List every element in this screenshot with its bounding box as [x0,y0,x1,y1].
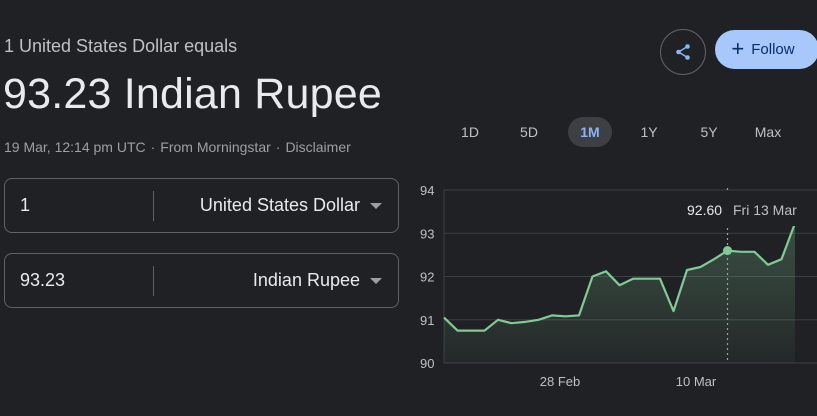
y-tick-label: 93 [420,226,434,241]
source-link[interactable]: From Morningstar [160,139,271,155]
chart-area-fill [444,223,795,363]
to-amount-input[interactable]: 93.23 [20,270,66,290]
equals-text: 1 United States Dollar equals [4,36,238,56]
share-icon [676,44,690,60]
tab-1y[interactable]: 1Y [640,124,658,140]
tooltip-date: Fri 13 Mar [733,202,797,218]
follow-button[interactable]: + Follow [715,30,817,69]
to-currency-select[interactable]: Indian Rupee [252,270,360,290]
range-tabs: 1D 5D 1M 1Y 5Y Max [440,117,817,147]
y-tick-label: 91 [420,313,434,328]
tab-max[interactable]: Max [754,124,782,140]
share-button[interactable] [660,29,706,75]
disclaimer-link[interactable]: Disclaimer [285,139,351,155]
y-tick-label: 94 [420,183,434,198]
tab-5d[interactable]: 5D [520,124,538,140]
converted-value: 93.23 Indian Rupee [3,70,382,118]
x-tick-label: 28 Feb [540,374,580,389]
tooltip-box [678,192,808,226]
from-amount-input[interactable]: 1 [20,195,31,215]
to-currency-row: 93.23 Indian Rupee [4,253,399,308]
chevron-down-icon[interactable] [370,203,382,209]
y-tick-label: 92 [420,270,434,285]
tab-1d[interactable]: 1D [461,124,479,140]
from-currency-select[interactable]: United States Dollar [199,195,360,215]
chevron-down-icon[interactable] [370,278,382,284]
from-currency-row: 1 United States Dollar [4,178,399,233]
divider [153,191,154,221]
follow-label: Follow [751,41,795,58]
tooltip-value: 92.60 [687,202,722,218]
divider [153,266,154,296]
source-line: 19 Mar, 12:14 pm UTC · From Morningstar · Di… [4,139,351,155]
timestamp: 19 Mar, 12:14 pm UTC [4,139,146,155]
y-tick-label: 90 [420,356,434,371]
tab-5y[interactable]: 5Y [700,124,718,140]
tab-1m[interactable]: 1M [568,117,612,147]
plus-icon: + [731,35,745,61]
chart-series-line [443,222,797,332]
hover-point [723,246,732,256]
x-tick-label: 10 Mar [676,374,717,389]
